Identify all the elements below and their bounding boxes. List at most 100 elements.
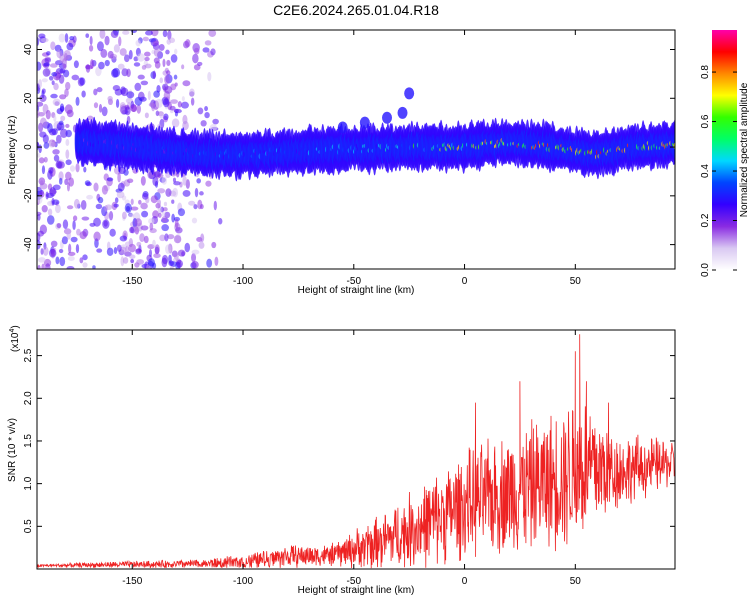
spectrogram-cell [50, 142, 57, 147]
spectrogram-cell [43, 156, 48, 163]
spectrogram-cell [115, 98, 120, 108]
spectrogram-cell [194, 187, 199, 198]
snr-y-ticks: 0.5 1.0 1.5 2.0 2.5 [23, 348, 675, 533]
spectrogram-panel: -150 -100 -50 0 50 -40 -20 0 20 40 Height of str… [7, 29, 676, 296]
spectrogram-cell [143, 235, 149, 244]
spectrogram-cell [153, 57, 160, 64]
spectrogram-cell [153, 171, 161, 178]
spectrogram-cell [148, 218, 155, 225]
spectrogram-cell [172, 177, 177, 183]
colorbar-tick-label: 0.4 [700, 164, 711, 178]
spectrogram-cell [37, 37, 40, 46]
spectrogram-cell [96, 248, 103, 253]
x-tick-label: -150 [122, 576, 142, 587]
x-tick-label: 0 [462, 276, 468, 287]
snr-line [37, 334, 675, 569]
spectrogram-cell [44, 57, 51, 63]
spectrogram-cell [191, 217, 198, 224]
snr-y-scale-exponent: 4 [9, 329, 16, 333]
spectrogram-cell [189, 88, 195, 97]
spectrogram-cell [58, 248, 64, 254]
spectrogram-cell [93, 88, 98, 96]
spectrogram-cell [202, 47, 210, 53]
spectrogram-cell [65, 129, 72, 138]
spectrogram-cell [136, 104, 141, 114]
spectrogram-cell [122, 30, 130, 35]
x-tick-label: -50 [347, 276, 362, 287]
spectrogram-cell [177, 101, 182, 108]
spectrogram-cell [48, 75, 54, 81]
spectrogram-cell [196, 178, 201, 184]
spectrogram-cell [359, 116, 370, 129]
spectrogram-cell [86, 194, 94, 200]
spectrogram-cell [124, 54, 130, 63]
spectrogram-cell [69, 36, 75, 41]
spectrogram-cell [182, 189, 191, 197]
spectrogram-cell [103, 220, 108, 227]
x-tick-label: -100 [233, 576, 253, 587]
x-tick-label: 50 [570, 276, 582, 287]
spectrogram-cell [176, 259, 184, 268]
spectrogram-y-label: Frequency (Hz) [7, 116, 18, 185]
spectrogram-frame [36, 29, 676, 270]
spectrogram-cell [171, 213, 175, 223]
spectrogram-cell [68, 243, 72, 254]
spectrogram-cell [144, 51, 151, 57]
spectrogram-cell [69, 165, 76, 172]
spectrogram-cell [66, 266, 75, 269]
spectrogram-cell [65, 123, 70, 128]
spectrogram-cell [170, 99, 179, 104]
spectrogram-cell [211, 241, 217, 249]
spectrogram-cell [110, 30, 119, 38]
spectrogram-cell [51, 198, 55, 206]
spectrogram-cell [171, 118, 180, 128]
spectrogram-cell [157, 199, 162, 207]
spectrogram-cell [161, 176, 168, 185]
spectrogram-cell [52, 98, 61, 106]
spectrogram-cell [140, 225, 149, 231]
x-tick-label: -100 [233, 276, 253, 287]
spectrogram-cell [161, 257, 168, 268]
spectrogram-cell [205, 180, 212, 187]
spectrogram-cell [38, 144, 42, 154]
spectrogram-cell [191, 261, 199, 269]
spectrogram-cell [128, 49, 133, 60]
spectrogram-cell [140, 202, 148, 210]
spectrogram-cell [134, 218, 142, 227]
spectrogram-cell [144, 112, 149, 119]
spectrogram-cell [37, 152, 41, 158]
spectrogram-cell [126, 91, 135, 99]
spectrogram-cell [184, 39, 191, 48]
spectrogram-cell [47, 208, 53, 216]
colorbar-tick-label: 0.0 [700, 263, 711, 277]
spectrogram-cell [165, 188, 172, 197]
spectrogram-cell [122, 211, 127, 220]
spectrogram-cell [56, 122, 65, 131]
spectrogram-cell [139, 233, 145, 243]
spectrogram-cell [135, 248, 142, 254]
spectrogram-cell [58, 177, 63, 185]
spectrogram-cell [136, 53, 145, 62]
spectrogram-cell [51, 128, 58, 136]
spectrogram-cell [89, 222, 96, 227]
spectrogram-cell [92, 265, 96, 269]
spectrogram-cell [168, 260, 174, 267]
spectrogram-cell [107, 95, 113, 102]
spectrogram-cell [59, 94, 67, 100]
spectrogram-cell [81, 216, 90, 221]
spectrogram-cell [197, 107, 204, 115]
spectrogram-cell [207, 71, 212, 82]
spectrogram-cell [122, 257, 129, 264]
spectrogram-cell [126, 68, 131, 78]
spectrogram-cell [93, 182, 99, 192]
snr-series [37, 334, 675, 569]
spectrogram-cell [167, 30, 172, 40]
spectrogram-cell [204, 106, 208, 112]
spectrogram-y-ticks: -40 -20 0 20 40 [23, 44, 675, 252]
spectrogram-cell [71, 74, 80, 81]
spectrogram-cell [37, 101, 44, 107]
spectrogram-cell [149, 222, 154, 231]
spectrogram-cell [209, 123, 218, 132]
spectrogram-cell [129, 226, 135, 234]
spectrogram-cell [66, 205, 74, 210]
